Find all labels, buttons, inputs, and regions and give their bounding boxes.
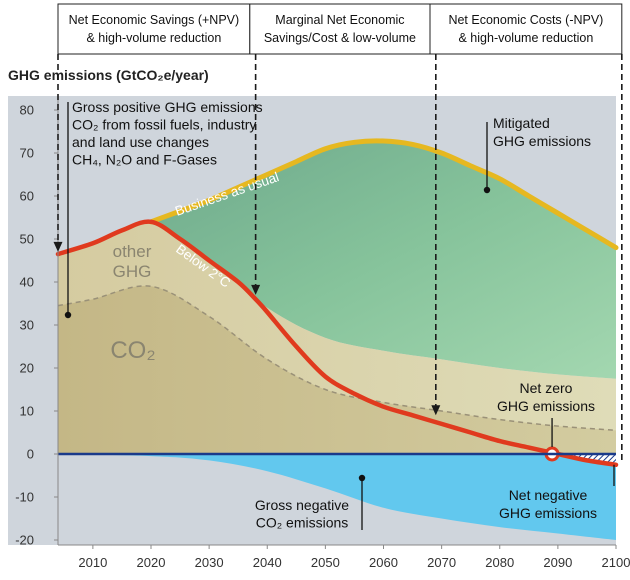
net-negative-annotation-line2: GHG emissions [499, 505, 597, 521]
y-tick-label: 0 [27, 447, 34, 462]
x-tick-label: 2080 [485, 555, 514, 570]
x-tick-label: 2020 [137, 555, 166, 570]
y-axis-label: GHG emissions (GtCO₂e/year) [8, 67, 209, 83]
mitigated-annotation-line2: GHG emissions [493, 133, 591, 149]
band-box-1 [57, 3, 251, 55]
band-label-1-line2: & high-volume reduction [87, 31, 222, 45]
arrow-head-3 [431, 405, 441, 416]
co2-area [58, 285, 616, 454]
y-tick-label: 80 [20, 103, 34, 118]
x-tick-label: 2040 [253, 555, 282, 570]
gross-positive-annotation-line2: CO₂ from fossil fuels, industry [72, 117, 256, 133]
y-tick-label: 40 [20, 275, 34, 290]
business-as-usual-line [148, 138, 619, 251]
x-tick-label: 2060 [369, 555, 398, 570]
gross-positive-annotation-line4: CH₄, N₂O and F-Gases [72, 152, 217, 168]
gross-positive-dot [64, 311, 72, 319]
y-tick-label: 50 [20, 232, 34, 247]
band-label-3-line1: Net Economic Costs (-NPV) [448, 13, 603, 27]
gross-negative-annotation-line1: Gross negative [255, 497, 349, 513]
other-ghg-label-line2: GHG [113, 262, 152, 281]
x-tick-label: 2070 [427, 555, 456, 570]
mitigated-annotation-line1: Mitigated [493, 115, 550, 131]
y-tick-label: 30 [20, 318, 34, 333]
x-tick-label: 2010 [78, 555, 107, 570]
other-ghg-label-line1: other [113, 242, 152, 261]
band-label-2-line2: Savings/Cost & low-volume [264, 31, 416, 45]
co2-region-label: CO₂ [110, 337, 155, 364]
y-tick-label: 70 [20, 146, 34, 161]
net-negative-annotation-line1: Net negative [509, 487, 588, 503]
x-tick-label: 2100 [602, 555, 630, 570]
y-tick-label: 60 [20, 189, 34, 204]
co2-boundary-line [57, 285, 617, 432]
gross-positive-annotation-line1: Gross positive GHG emissions [72, 99, 263, 115]
arrow-head-1 [53, 241, 63, 252]
chart-areas [57, 140, 617, 540]
arrow-head-2 [251, 284, 261, 295]
gross-negative-dot [358, 474, 366, 482]
gross-negative-area [58, 454, 616, 540]
band-box-2 [249, 3, 431, 55]
x-tick-label: 2090 [543, 555, 572, 570]
mitigated-dot [483, 186, 491, 194]
economic-bands: Net Economic Savings (+NPV) & high-volume… [57, 3, 623, 55]
net-zero-annotation-line2: GHG emissions [497, 398, 595, 414]
y-tick-label: -10 [15, 490, 34, 505]
band-box-3 [429, 3, 623, 55]
band-label-2-line1: Marginal Net Economic [275, 13, 404, 27]
x-tick-label: 2050 [311, 555, 340, 570]
band-label-3-line2: & high-volume reduction [459, 31, 594, 45]
mitigated-area [151, 140, 616, 379]
band-dividers [53, 54, 623, 463]
below-2c-line [55, 219, 619, 468]
net-zero-annotation-line1: Net zero [520, 380, 573, 396]
chart-annotations: Gross positive GHG emissions CO₂ from fos… [64, 99, 615, 531]
y-tick-label: 10 [20, 404, 34, 419]
x-tick-label: 2030 [195, 555, 224, 570]
y-tick-label: 20 [20, 361, 34, 376]
band-label-1-line1: Net Economic Savings (+NPV) [69, 13, 240, 27]
y-tick-label: -20 [15, 533, 34, 548]
gross-negative-annotation-line2: CO₂ emissions [256, 515, 349, 531]
gross-positive-annotation-line3: and land use changes [72, 134, 209, 150]
